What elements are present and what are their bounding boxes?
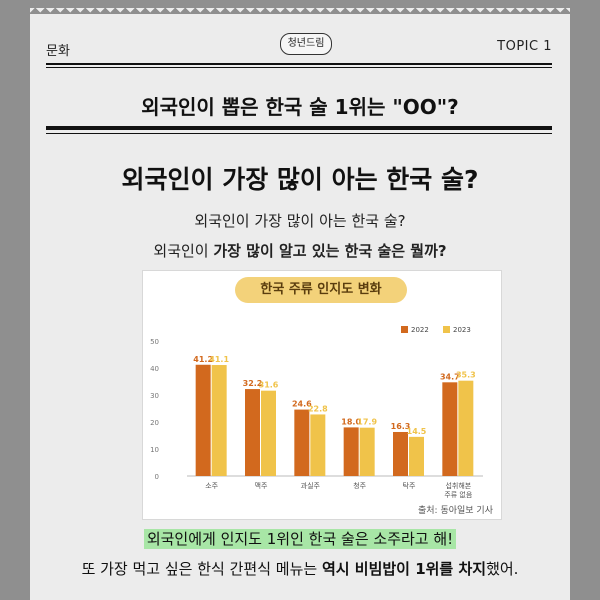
header-rule-thin: [46, 67, 552, 68]
x-tick-label: 섭취해본: [445, 481, 471, 490]
bar-value-label: 17.9: [357, 418, 377, 427]
bar-2022: [294, 409, 310, 476]
bar-value-label: 14.5: [407, 427, 427, 436]
category-label: 문화: [46, 44, 70, 59]
closing-sentence: 또 가장 먹고 싶은 한식 간편식 메뉴는 역시 비빔밥이 1위를 차지했어.: [30, 558, 570, 579]
bar-2022: [442, 382, 458, 476]
bar-2022: [343, 427, 359, 476]
closing-suffix: 했어.: [486, 560, 519, 578]
x-tick-label: 소주: [205, 482, 218, 490]
bar-2023: [458, 380, 474, 476]
bar-value-label: 31.6: [259, 381, 279, 390]
title-rule-thin: [46, 133, 552, 134]
y-tick-label: 20: [150, 419, 159, 427]
bar-value-label: 35.3: [456, 371, 476, 380]
y-tick-label: 50: [150, 338, 159, 346]
topic-label: TOPIC 1: [497, 39, 552, 54]
legend-swatch-2023: [443, 326, 450, 333]
bar-value-label: 41.1: [209, 355, 229, 364]
y-tick-label: 0: [155, 473, 159, 481]
y-tick-label: 10: [150, 446, 159, 454]
bar-2022: [245, 389, 260, 476]
bar-2022: [393, 431, 408, 476]
bar-2023: [261, 390, 276, 476]
topic-title: 외국인이 뽑은 한국 술 1위는 "OO"?: [141, 95, 459, 119]
bar-value-label: 41.2: [193, 355, 213, 364]
legend-label-2023: 2023: [453, 326, 471, 334]
bar-value-label: 18.0: [341, 417, 361, 426]
chart-title: 한국 주류 인지도 변화: [235, 277, 407, 303]
subtitle-line-1: 외국인이 가장 많이 아는 한국 술?: [194, 212, 406, 230]
brand-badge: 청년드림: [280, 33, 332, 55]
subtitle-bold: 가장 많이 알고 있는 한국 술은 뭘까?: [213, 242, 447, 260]
paper-card: 문화 청년드림 TOPIC 1 외국인이 뽑은 한국 술 1위는 "OO"? 외…: [30, 8, 570, 600]
subtitle-line-2: 외국인이 가장 많이 알고 있는 한국 술은 뭘까?: [30, 240, 570, 261]
bar-value-label: 24.6: [292, 400, 312, 409]
torn-edge: [30, 8, 570, 16]
bar-2023: [409, 436, 424, 476]
bar-value-label: 22.8: [308, 404, 328, 413]
y-tick-label: 40: [150, 365, 159, 373]
x-tick-label: 과실주: [301, 481, 321, 490]
header-rule-top: [46, 63, 552, 65]
highlight-text: 외국인에게 인지도 1위인 한국 술은 소주라고 해!: [143, 529, 457, 549]
bar-2023: [211, 365, 227, 476]
chart-panel: 한국 주류 인지도 변화 0 10 20 30 40 50 2022 2023 41.2 41.1…: [142, 270, 502, 520]
bar-2023: [359, 427, 375, 476]
bar-value-label: 32.2: [243, 379, 263, 388]
bar-value-label: 34.7: [440, 372, 460, 381]
closing-bold: 역시 비빔밥이 1위를 차지: [321, 560, 487, 578]
bar-value-label: 16.3: [391, 422, 411, 431]
closing-prefix: 또 가장 먹고 싶은 한식 간편식 메뉴는: [81, 560, 322, 578]
bar-chart: 0 10 20 30 40 50 2022 2023 41.241.1 소주 32.231.6 맥주 2…: [150, 326, 483, 499]
main-title: 외국인이 가장 많이 아는 한국 술?: [121, 165, 479, 194]
legend-label-2022: 2022: [411, 326, 429, 334]
highlight-sentence: 외국인에게 인지도 1위인 한국 술은 소주라고 해!: [30, 528, 570, 549]
legend-swatch-2022: [401, 326, 408, 333]
bar-2023: [310, 414, 326, 476]
y-tick-label: 30: [150, 392, 159, 400]
x-tick-label: 맥주: [255, 481, 268, 490]
x-tick-label: 청주: [353, 482, 366, 490]
x-tick-label: 주류 없음: [444, 491, 473, 499]
x-tick-label: 탁주: [403, 481, 416, 490]
title-rule-thick: [46, 126, 552, 130]
bar-2022: [195, 364, 211, 476]
chart-source: 출처: 동아일보 기사: [418, 506, 493, 516]
subtitle-prefix: 외국인이: [153, 242, 214, 260]
